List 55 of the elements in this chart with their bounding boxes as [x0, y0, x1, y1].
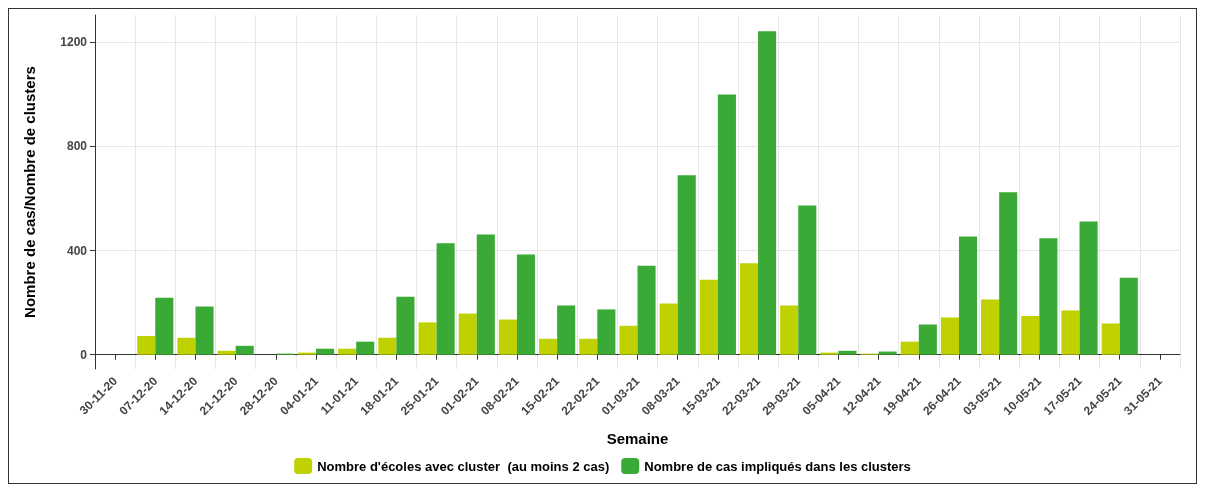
bar [699, 279, 718, 355]
y-tick-label: 1200 [60, 35, 88, 50]
bar [338, 348, 357, 355]
y-tick-label: 400 [66, 243, 88, 258]
bar [356, 341, 375, 355]
bar [418, 322, 437, 355]
bar [780, 305, 799, 355]
bar [758, 31, 777, 355]
bar [297, 352, 317, 355]
bar [1061, 310, 1080, 355]
bar [838, 350, 857, 355]
bar [1101, 323, 1120, 355]
bar [820, 352, 839, 355]
bar [981, 299, 1000, 355]
bar [677, 175, 696, 355]
bar [958, 236, 978, 355]
bar [619, 325, 638, 355]
bar [195, 306, 214, 355]
bar [316, 348, 335, 355]
bar [717, 94, 736, 355]
bar [1039, 238, 1058, 355]
legend-label: Nombre de cas impliqués dans les clusters [644, 458, 911, 474]
bar [378, 337, 397, 355]
bar [396, 296, 415, 355]
bar [539, 338, 558, 355]
bar [739, 263, 759, 355]
legend-label: Nombre d'écoles avec cluster (au moins 2 cas) [317, 458, 610, 474]
bar [235, 345, 254, 355]
bar [1021, 315, 1040, 355]
bar [217, 350, 236, 355]
y-tick-label: 800 [66, 139, 88, 154]
bar [557, 305, 576, 355]
y-tick-label: 0 [80, 347, 88, 362]
bar [476, 234, 495, 355]
bar [798, 205, 817, 355]
bar [436, 243, 455, 355]
x-axis-title: Semaine [606, 430, 669, 447]
bar [498, 319, 517, 355]
bar [177, 337, 196, 355]
bar [516, 254, 536, 355]
bar [878, 351, 897, 355]
y-axis-title: Nombre de cas/Nombre de clusters [21, 66, 38, 318]
bar [659, 303, 678, 355]
bar [940, 317, 959, 355]
bar [597, 309, 616, 355]
bar [900, 341, 919, 355]
bar [1079, 221, 1098, 355]
bar [918, 324, 937, 355]
bar [155, 297, 174, 355]
bar [637, 265, 656, 355]
bar [458, 313, 477, 355]
bar [579, 338, 598, 355]
bar [137, 335, 156, 355]
bar [999, 192, 1018, 355]
bar [1119, 277, 1138, 355]
